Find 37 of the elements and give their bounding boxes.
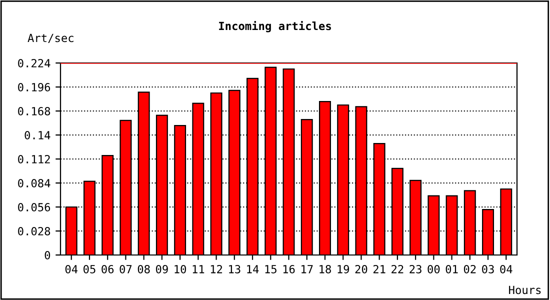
x-tick-label: 12 xyxy=(210,264,222,274)
x-tick-label: 08 xyxy=(138,264,150,274)
y-tick-label: 0.224 xyxy=(18,59,50,68)
x-tick-label: 23 xyxy=(410,264,422,274)
y-tick-label: 0.168 xyxy=(18,107,50,116)
y-tick-label: 0.196 xyxy=(18,83,50,92)
x-tick-label: 03 xyxy=(482,264,494,274)
y-tick-label: 0.056 xyxy=(18,203,50,212)
y-tick-label: 0.14 xyxy=(24,131,50,140)
x-tick-label: 05 xyxy=(84,264,96,274)
x-tick-label: 20 xyxy=(355,264,368,274)
x-tick-label: 11 xyxy=(192,265,204,274)
chart-title: Incoming articles xyxy=(219,20,331,32)
x-axis-title: Hours xyxy=(509,286,541,294)
y-axis-title: Art/sec xyxy=(28,34,74,44)
x-tick-label: 07 xyxy=(120,264,132,274)
x-tick-label: 19 xyxy=(338,264,350,274)
x-tick-label: 10 xyxy=(174,264,186,274)
x-tick-label: 22 xyxy=(392,264,404,274)
y-tick-label: 0.112 xyxy=(18,155,50,164)
y-tick-label: 0 xyxy=(44,251,50,260)
x-tick-label: 14 xyxy=(247,265,259,274)
x-tick-label: 04 xyxy=(500,264,512,274)
x-tick-label: 13 xyxy=(229,264,240,274)
x-tick-label: 02 xyxy=(464,264,476,274)
x-tick-label: 06 xyxy=(102,264,114,274)
x-tick-label: 21 xyxy=(373,264,386,274)
x-tick-label: 16 xyxy=(283,264,295,274)
x-tick-label: 17 xyxy=(302,265,313,274)
x-tick-label: 09 xyxy=(156,264,168,274)
x-tick-label: 01 xyxy=(446,264,458,274)
y-tick-label: 0.084 xyxy=(18,179,50,188)
x-tick-label: 18 xyxy=(320,264,331,274)
x-tick-label: 00 xyxy=(428,264,440,274)
x-tick-label: 15 xyxy=(265,265,276,274)
x-tick-label: 04 xyxy=(65,264,78,274)
y-tick-label: 0.028 xyxy=(18,227,50,236)
